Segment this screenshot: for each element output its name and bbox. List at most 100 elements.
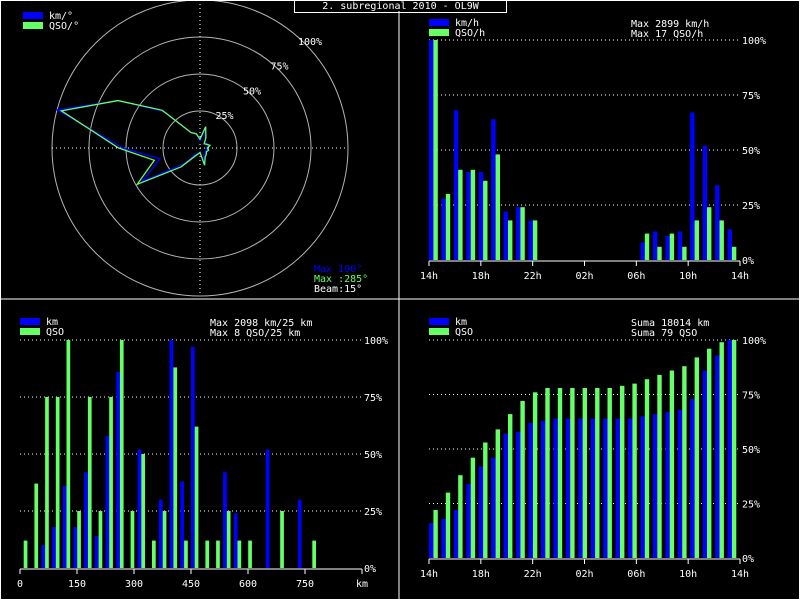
hourly-bar-qso [458,169,463,260]
distance-bar-qso [312,540,316,568]
cumulative-bar-qso [532,392,538,558]
cumulative-bar-km [702,370,708,558]
cumulative-bar-km [715,355,720,558]
polar-info-line: Max 100° [314,264,362,275]
hourly-bar-km [441,198,446,260]
polar-chart: km/°QSO/° 25% 50% 75% 100% Max 100°Max :285°B… [23,0,368,297]
distance-y-tick-label: 75% [364,393,382,404]
distance-bar-km [158,499,163,568]
hourly-legend-label-qso: QSO/h [455,28,485,39]
cumulative-bar-qso [620,385,625,558]
distance-y-tick-label: 100% [364,336,388,347]
cumulative-bar-km [429,523,434,558]
polar-ring [125,73,275,223]
cumulative-bar-qso [458,475,463,558]
hourly-x-tick-label: 18h [472,271,490,282]
cumulative-bar-km [441,518,446,558]
hourly-y-tick-label: 0% [742,256,754,267]
cumulative-bar-km [690,398,695,558]
cumulative-bar-qso [595,388,600,558]
cumulative-x-tick-label: 14h [731,569,749,580]
cumulative-bar-qso [644,379,650,558]
cumulative-x-tick-label: 18h [472,569,490,580]
cumulative-bar-qso [669,370,675,558]
distance-x-tick-label: 600 [239,579,257,590]
hourly-bar-km [503,211,508,260]
cumulative-bar-qso [495,429,500,558]
distance-bar-qso [216,540,220,568]
cumulative-bar-km [652,414,658,558]
polar-series-qso [59,99,212,186]
cumulative-bar-km [578,418,583,558]
cumulative-bar-km [727,340,732,558]
distance-y-tick-label: 50% [364,450,382,461]
cumulative-bar-qso [707,348,712,558]
cumulative-bar-qso [694,357,699,558]
cumulative-x-tick-label: 22h [524,569,542,580]
cumulative-bar-qso [470,457,476,558]
cumulative-bar-km [528,422,533,558]
cumulative-bar-qso [682,366,687,558]
hourly-bar-km [478,172,484,260]
distance-bar-qso [77,511,81,568]
distance-bar-qso [45,397,49,568]
hourly-legend-label-km: km/h [455,18,479,29]
cumulative-bar-km [665,411,670,558]
hourly-bar-km [640,242,645,260]
cumulative-info-line: Suma 18014 km [631,318,709,329]
distance-x-tick-label: 150 [68,579,86,590]
cumulative-bar-qso [483,442,488,558]
polar-ring-label: 75% [271,62,289,73]
cumulative-legend-label-qso: QSO [455,327,473,338]
distance-bar-qso [152,540,156,568]
cumulative-bar-km [453,510,459,558]
distance-bar-qso [109,397,113,568]
polar-legend-label-km: km/° [49,11,73,22]
hourly-bar-km [702,145,708,260]
hourly-bar-qso [520,207,525,260]
cumulative-bar-km [516,431,521,558]
distance-bar-qso [194,426,199,568]
distance-y-tick-label: 0% [364,564,376,575]
cumulative-bar-km [565,418,571,558]
distance-bar-qso [141,454,145,568]
hourly-info-line: Max 2899 km/h [631,19,709,30]
hourly-y-tick-label: 25% [742,201,760,212]
cumulative-bar-km [503,433,508,558]
polar-ring-label: 25% [216,111,234,122]
hourly-bar-km [727,229,732,260]
distance-bar-qso [184,540,188,568]
hourly-bar-qso [719,220,724,260]
cumulative-y-tick-label: 100% [742,336,766,347]
cumulative-bar-km [628,418,633,558]
hourly-bar-km [453,110,459,261]
hourly-x-tick-label: 14h [420,271,438,282]
cumulative-bar-qso [557,388,563,558]
polar-legend-swatch-km [23,12,43,19]
distance-x-tick-label: 0 [17,579,23,590]
distance-bar-km [116,371,120,568]
hourly-bar-qso [731,246,737,260]
distance-y-tick-label: 25% [364,507,382,518]
hourly-bar-km [466,172,471,260]
cumulative-bar-qso [657,374,662,558]
hourly-bar-qso [495,154,500,260]
cumulative-bar-qso [433,510,438,558]
hourly-x-tick-label: 22h [524,271,542,282]
cumulative-bar-km [640,416,645,558]
cumulative-bar-km [553,418,558,558]
cumulative-bar-qso [508,414,513,558]
hourly-x-tick-label: 06h [627,271,645,282]
hourly-x-tick-label: 02h [575,271,593,282]
cumulative-bar-qso [445,492,451,558]
polar-series-km [55,99,211,183]
distance-bar-qso [87,397,92,568]
polar-ring-label: 50% [243,87,261,98]
cumulative-bar-qso [607,388,612,558]
hourly-bar-km [528,220,533,260]
distance-x-tick-label: km [356,579,368,590]
cumulative-y-tick-label: 25% [742,500,760,511]
cumulative-legend-label-km: km [455,317,467,328]
distance-bar-km [265,449,270,568]
